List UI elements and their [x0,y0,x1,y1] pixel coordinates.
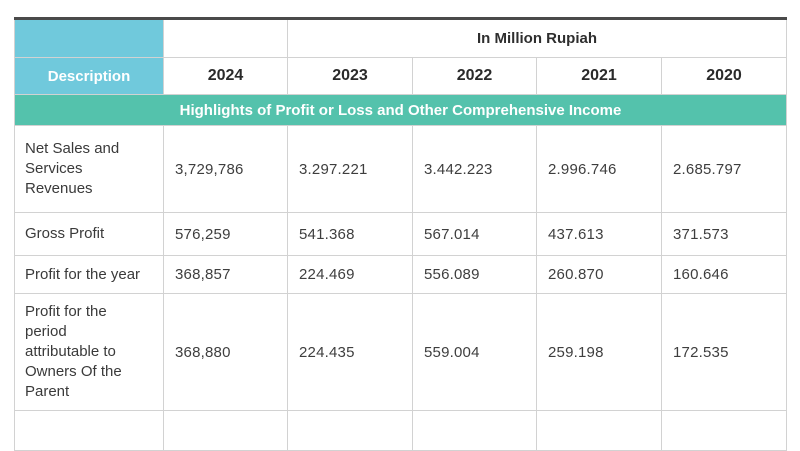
cell-value: 3.442.223 [412,125,537,213]
year-header-2020: 2020 [661,57,787,95]
row-label: Profit for the period attributable to Ow… [14,293,164,411]
year-header-2022: 2022 [412,57,537,95]
table-row: Profit for the period attributable to Ow… [14,293,787,411]
cell-value: 559.004 [412,293,537,411]
empty-cell [14,410,164,451]
year-header-2023: 2023 [287,57,413,95]
cell-value: 260.870 [536,255,662,294]
cell-value: 567.014 [412,212,537,256]
year-header-2021: 2021 [536,57,662,95]
row-label: Net Sales and Services Revenues [14,125,164,213]
corner-cell [14,18,164,58]
cell-value: 2.996.746 [536,125,662,213]
financial-highlights-table: In Million Rupiah Description 2024 2023 … [14,17,787,451]
year-header-2024: 2024 [163,57,288,95]
cell-value: 576,259 [163,212,288,256]
cell-value: 224.435 [287,293,413,411]
cell-value: 160.646 [661,255,787,294]
cell-value: 541.368 [287,212,413,256]
cell-value: 371.573 [661,212,787,256]
table-row: Profit for the year 368,857 224.469 556.… [14,255,787,294]
cell-value: 368,880 [163,293,288,411]
empty-header-cell [163,18,288,58]
column-header-row: Description 2024 2023 2022 2021 2020 [14,57,787,95]
cell-value: 3,729,786 [163,125,288,213]
table-row: Gross Profit 576,259 541.368 567.014 437… [14,212,787,256]
empty-cell [536,410,662,451]
section-banner-row: Highlights of Profit or Loss and Other C… [14,94,787,126]
cell-value: 172.535 [661,293,787,411]
empty-cell [287,410,413,451]
table-row: Net Sales and Services Revenues 3,729,78… [14,125,787,213]
description-header: Description [14,57,164,95]
table-row-partial [14,410,787,451]
unit-header: In Million Rupiah [287,18,787,58]
unit-header-row: In Million Rupiah [14,18,787,58]
section-banner: Highlights of Profit or Loss and Other C… [14,94,787,126]
cell-value: 224.469 [287,255,413,294]
cell-value: 3.297.221 [287,125,413,213]
cell-value: 259.198 [536,293,662,411]
cell-value: 556.089 [412,255,537,294]
cell-value: 2.685.797 [661,125,787,213]
cell-value: 437.613 [536,212,662,256]
empty-cell [163,410,288,451]
empty-cell [412,410,537,451]
cell-value: 368,857 [163,255,288,294]
empty-cell [661,410,787,451]
row-label: Gross Profit [14,212,164,256]
row-label: Profit for the year [14,255,164,294]
